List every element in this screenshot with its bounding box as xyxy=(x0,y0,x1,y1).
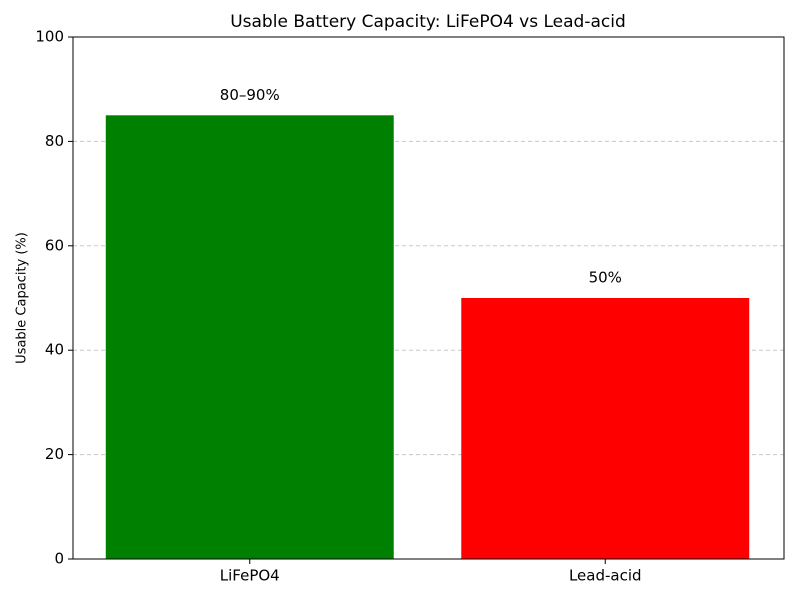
y-axis-label: Usable Capacity (%) xyxy=(15,232,30,364)
y-tick-label: 0 xyxy=(54,550,64,568)
y-tick-label: 40 xyxy=(45,341,64,359)
y-tick-label: 20 xyxy=(45,445,64,463)
chart-title: Usable Battery Capacity: LiFePO4 vs Lead… xyxy=(230,12,626,32)
plot-area: 0 20 40 60 80 100 80–90% LiFePO4 50% Lead-acid xyxy=(35,28,784,585)
bar xyxy=(105,115,394,560)
axes-frame xyxy=(72,36,785,560)
y-tick-label: 60 xyxy=(45,236,64,254)
y-tick-label: 100 xyxy=(35,28,64,46)
value-label: 80–90% xyxy=(220,86,280,104)
x-tick-label: LiFePO4 xyxy=(220,567,280,585)
y-tick-label: 80 xyxy=(45,132,64,150)
bar xyxy=(461,298,750,559)
x-tick-label: Lead-acid xyxy=(569,567,642,585)
value-label: 50% xyxy=(589,269,622,287)
